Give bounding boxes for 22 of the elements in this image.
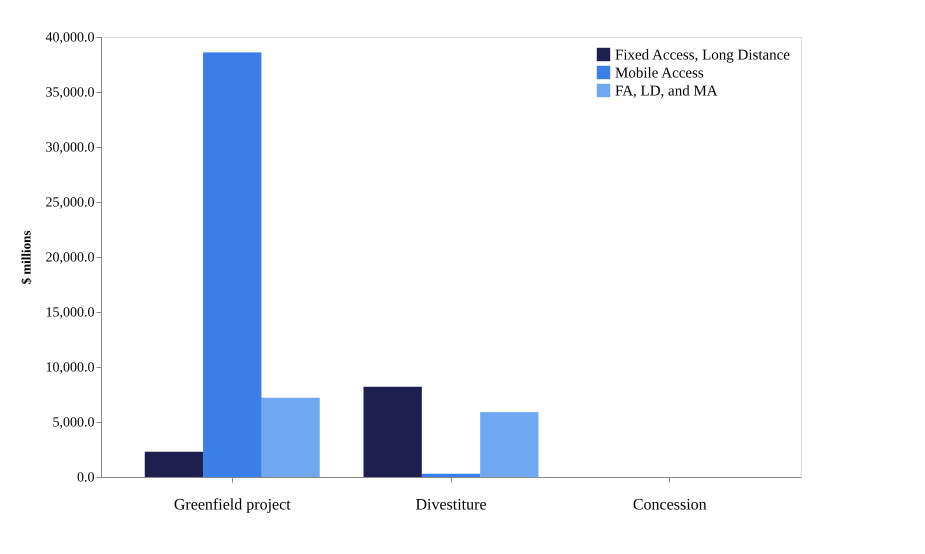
legend-label: FA, LD, and MA: [615, 84, 718, 100]
x-tick-label: Divestiture: [415, 496, 487, 514]
y-tick-label: 15,000.0: [46, 306, 94, 320]
y-tick-label: 10,000.0: [46, 360, 94, 376]
bar: [422, 474, 480, 477]
y-tick-label: 25,000.0: [46, 196, 94, 210]
bar: [364, 386, 422, 477]
bar: [144, 452, 204, 477]
y-tick-label: 20,000.0: [46, 250, 94, 266]
y-tick-label: 30,000.0: [46, 140, 94, 156]
x-tick-label: Greenfield project: [174, 496, 292, 514]
y-tick-label: 0.0: [77, 470, 94, 486]
y-tick-label: 5,000.0: [52, 416, 94, 430]
legend-label: Mobile Access: [615, 66, 704, 82]
bar: [261, 398, 320, 477]
bar: [480, 412, 538, 477]
legend-label: Fixed Access, Long Distance: [615, 48, 790, 64]
y-axis-title: $ millions: [18, 230, 34, 284]
y-tick-label: 40,000.0: [46, 30, 94, 46]
bar: [203, 52, 262, 477]
y-tick-label: 35,000.0: [46, 86, 94, 100]
x-tick-label: Concession: [632, 496, 707, 514]
